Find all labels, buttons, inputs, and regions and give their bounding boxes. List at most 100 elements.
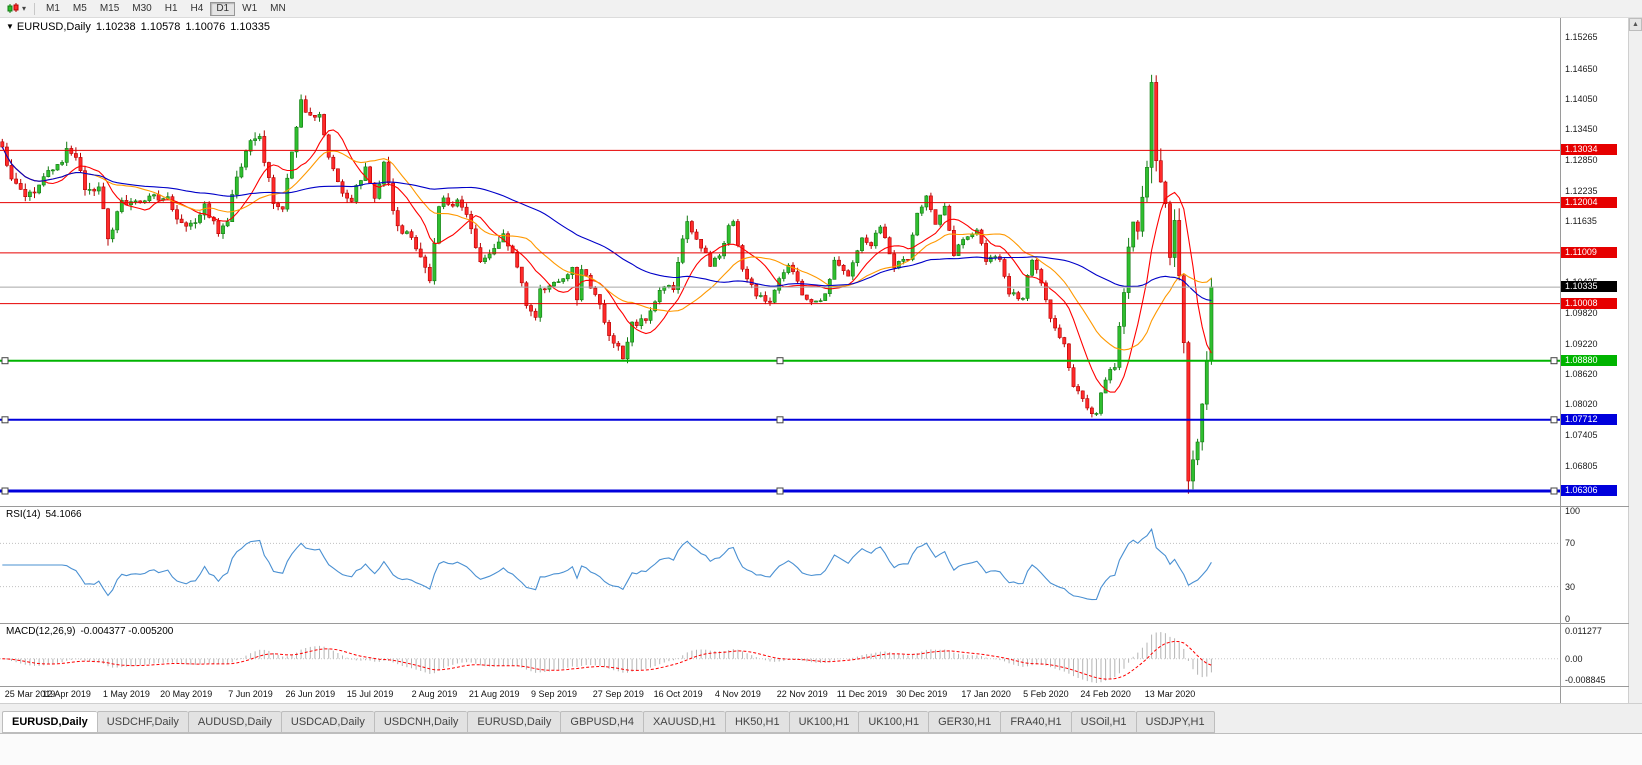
rsi-indicator-canvas[interactable] (0, 507, 1560, 623)
chart-tab-6-gbpusd-h4[interactable]: GBPUSD,H4 (560, 711, 643, 733)
chart-tab-bar: EURUSD,Daily USDCHF,Daily AUDUSD,Daily USDC… (0, 703, 1642, 765)
macd-axis-label: -0.008845 (1565, 675, 1606, 685)
rsi-level-label: 100 (1565, 506, 1581, 516)
hline-price-tag[interactable]: 1.11009 (1561, 246, 1617, 258)
rsi-value: 54.1066 (45, 509, 82, 520)
chevron-down-icon: ▾ (22, 3, 27, 13)
macd-header: MACD(12,26,9) -0.004377 -0.005200 (6, 626, 173, 637)
date-label: 7 Jun 2019 (228, 689, 273, 699)
date-label: 24 Feb 2020 (1080, 689, 1131, 699)
price-tick-label: 1.13450 (1565, 124, 1598, 135)
ohlc-high: 1.10578 (140, 21, 181, 33)
chart-type-button[interactable]: ▾ (4, 2, 29, 15)
price-tick-label: 1.11635 (1565, 216, 1597, 227)
date-label: 30 Dec 2019 (896, 689, 948, 699)
timeframe-button-m1[interactable]: M1 (46, 2, 60, 14)
timeframe-button-w1[interactable]: W1 (242, 2, 258, 14)
chart-tab-4-usdcnh-daily[interactable]: USDCNH,Daily (373, 711, 468, 733)
rsi-header: RSI(14) 54.1066 (6, 509, 82, 520)
price-chart-canvas[interactable] (0, 18, 1560, 506)
timeframe-button-group: M1 M5 M15 M30 H1 H4 D1 W1 MN (40, 1, 292, 16)
toolbar-separator (34, 2, 36, 15)
rsi-level-label: 70 (1565, 538, 1576, 549)
date-label: 16 Oct 2019 (653, 689, 703, 699)
timeframe-button-d1[interactable]: D1 (210, 1, 236, 16)
date-label: 13 Mar 2020 (1144, 689, 1196, 699)
date-label: 4 Nov 2019 (714, 689, 761, 699)
price-tick-label: 1.08020 (1565, 399, 1598, 410)
chart-window: ▼ EURUSD,Daily 1.10238 1.10578 1.10076 1.1033… (0, 18, 1642, 703)
date-label: 26 Jun 2019 (285, 689, 336, 699)
date-label: 22 Nov 2019 (776, 689, 828, 699)
timeframe-button-m30[interactable]: M30 (132, 2, 152, 14)
timeframe-button-h1[interactable]: H1 (164, 2, 178, 14)
date-label: 5 Feb 2020 (1023, 689, 1069, 699)
chart-tab-2-audusd-daily[interactable]: AUDUSD,Daily (187, 711, 281, 733)
time-axis[interactable]: 25 Mar 2019 12 Apr 2019 1 May 2019 20 May 2… (0, 687, 1560, 703)
price-tick-label: 1.15265 (1565, 32, 1598, 43)
date-label: 9 Sep 2019 (530, 689, 577, 699)
ohlc-close: 1.10335 (230, 21, 270, 33)
date-label: 20 May 2019 (160, 689, 213, 699)
price-tick-label: 1.06805 (1565, 460, 1598, 471)
chart-tab-7-xauusd-h1[interactable]: XAUUSD,H1 (642, 711, 725, 733)
hline-price-tag[interactable]: 1.08880 (1561, 354, 1617, 366)
hline-price-tag[interactable]: 1.13034 (1561, 144, 1617, 156)
chart-tab-11-ger30-h1[interactable]: GER30,H1 (928, 711, 1001, 733)
chart-tab-5-eurusd-daily[interactable]: EURUSD,Daily (467, 711, 561, 733)
symbol-marker-icon: ▼ (6, 22, 14, 31)
chart-tab-10-uk100-h1[interactable]: UK100,H1 (858, 711, 929, 733)
hline-price-tag[interactable]: 1.10008 (1561, 297, 1617, 309)
date-label: 17 Jan 2020 (961, 689, 1011, 699)
chart-tab-1-usdchf-daily[interactable]: USDCHF,Daily (96, 711, 188, 733)
macd-label: MACD(12,26,9) (6, 626, 76, 637)
timeframe-button-h4[interactable]: H4 (190, 2, 204, 14)
rsi-label: RSI(14) (6, 509, 41, 520)
chart-tab-9-uk100-h1[interactable]: UK100,H1 (788, 711, 859, 733)
price-tick-label: 1.14050 (1565, 93, 1598, 104)
rsi-level-label: 30 (1565, 581, 1576, 592)
date-label: 1 May 2019 (102, 689, 150, 699)
chart-tab-0-eurusd-daily[interactable]: EURUSD,Daily (2, 711, 97, 733)
price-chart-panel: ▼ EURUSD,Daily 1.10238 1.10578 1.10076 1.1033… (0, 18, 1560, 507)
price-tick-label: 1.09220 (1565, 338, 1598, 349)
date-label: 11 Dec 2019 (836, 689, 888, 699)
price-tick-label: 1.12850 (1565, 154, 1598, 165)
timeframe-button-m15[interactable]: M15 (99, 2, 120, 14)
ohlc-open: 1.10238 (95, 21, 136, 33)
chart-tab-13-usoil-h1[interactable]: USOil,H1 (1070, 711, 1136, 733)
macd-axis-label: 0.00 (1565, 653, 1583, 664)
date-label: 21 Aug 2019 (468, 689, 520, 699)
date-label: 12 Apr 2019 (42, 689, 91, 699)
chart-symbol-label: EURUSD,Daily (16, 21, 91, 33)
current-price-tag: 1.10335 (1561, 281, 1617, 293)
timeframe-button-mn[interactable]: MN (270, 2, 286, 14)
hline-price-tag[interactable]: 1.12004 (1561, 196, 1617, 208)
chart-tab-3-usdcad-daily[interactable]: USDCAD,Daily (280, 711, 374, 733)
rsi-level-label: 0 (1565, 614, 1571, 624)
statusbar-filler (0, 734, 1642, 765)
candlestick-chart-icon (7, 3, 19, 13)
vertical-scrollbar[interactable]: ▲ (1628, 18, 1642, 703)
price-tick-label: 1.08620 (1565, 368, 1598, 379)
date-label: 15 Jul 2019 (346, 689, 394, 699)
timeframe-button-m5[interactable]: M5 (72, 2, 87, 14)
hline-price-tag[interactable]: 1.07712 (1561, 413, 1617, 425)
macd-indicator-canvas[interactable] (0, 624, 1560, 686)
price-axis[interactable]: 1.15265 1.14650 1.14050 1.13450 1.12850 1.122… (1560, 18, 1629, 703)
date-label: 25 Mar 2019 (4, 689, 56, 699)
price-tick-label: 1.07405 (1565, 430, 1598, 441)
chart-tab-14-usdjpy-h1[interactable]: USDJPY,H1 (1135, 711, 1215, 733)
chart-tab-8-hk50-h1[interactable]: HK50,H1 (724, 711, 789, 733)
ohlc-low: 1.10076 (185, 21, 226, 33)
chart-tab-12-fra40-h1[interactable]: FRA40,H1 (1000, 711, 1071, 733)
hline-price-tag[interactable]: 1.06306 (1561, 485, 1617, 497)
date-label: 2 Aug 2019 (411, 689, 458, 699)
macd-values: -0.004377 -0.005200 (80, 626, 174, 637)
scroll-up-button[interactable]: ▲ (1629, 18, 1642, 31)
chart-ohlc-header: ▼ EURUSD,Daily 1.10238 1.10578 1.10076 1.1033… (6, 21, 270, 33)
panel-separator (1561, 506, 1629, 507)
price-tick-label: 1.09820 (1565, 308, 1598, 319)
chart-tabs: EURUSD,Daily USDCHF,Daily AUDUSD,Daily USDC… (0, 704, 1642, 734)
timeframe-toolbar: ▾ M1 M5 M15 M30 H1 H4 D1 W1 MN (0, 0, 1642, 18)
